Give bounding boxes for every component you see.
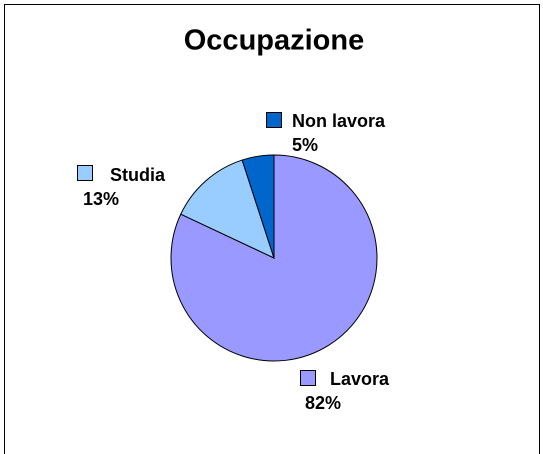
legend-key bbox=[266, 112, 282, 128]
chart-frame bbox=[4, 4, 540, 454]
legend-key bbox=[77, 165, 93, 181]
data-label-value: 13% bbox=[83, 189, 119, 209]
chart-title: Occupazione bbox=[184, 25, 365, 57]
data-label-value: 82% bbox=[305, 393, 341, 413]
pie-slice bbox=[241, 154, 275, 259]
data-label-value: 5% bbox=[292, 135, 318, 155]
legend-key bbox=[300, 370, 316, 386]
data-label-name: Studia bbox=[110, 165, 166, 185]
data-label-name: Lavora bbox=[330, 369, 390, 389]
pie-slice bbox=[180, 159, 275, 259]
data-label-name: Non lavora bbox=[292, 111, 386, 131]
